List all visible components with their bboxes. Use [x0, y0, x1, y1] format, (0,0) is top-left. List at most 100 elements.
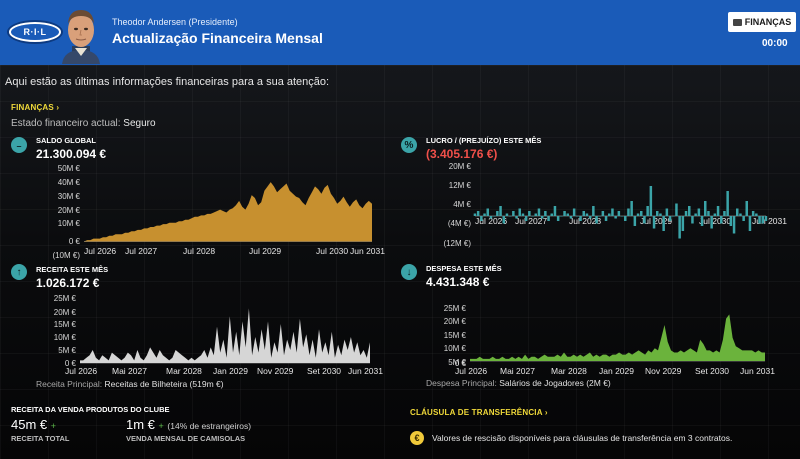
- profit-bar: [512, 211, 515, 216]
- club-logo: R·I·L: [7, 20, 63, 44]
- income-main-value: Receitas de Bilheteira (519m €): [104, 379, 224, 389]
- profit-bar: [483, 213, 486, 216]
- profit-bar: [624, 216, 627, 221]
- profit-bar: [508, 216, 512, 217]
- page-title: Actualização Financeira Mensal: [112, 30, 323, 46]
- arrow-up-icon: ↑: [11, 264, 27, 280]
- piggy-bank-icon: ₋: [11, 137, 27, 153]
- manager-avatar: [58, 4, 104, 64]
- profit-bar: [627, 208, 630, 216]
- profit-bar: [515, 216, 518, 219]
- profit-bar: [521, 213, 525, 216]
- y-tick-label: 20M €: [448, 162, 471, 171]
- profit-bar: [684, 211, 688, 216]
- profit-bar: [646, 206, 649, 216]
- x-tick-label: Jul 2026: [65, 366, 98, 376]
- x-tick-label: Set 2030: [695, 366, 730, 376]
- profit-bar: [688, 206, 691, 216]
- y-tick-label: 10M €: [53, 333, 76, 342]
- profit-bar: [496, 211, 499, 216]
- shirt-sales-value: 1m €: [126, 417, 155, 432]
- profit-bar: [723, 211, 726, 216]
- y-tick-label: (12M €): [443, 239, 471, 248]
- profit-value: (3.405.176 €): [426, 147, 498, 161]
- profit-bar: [739, 213, 742, 216]
- profit-bar: [499, 206, 502, 216]
- profit-bar: [736, 208, 739, 216]
- x-tick-label: Jan 2029: [599, 366, 634, 376]
- x-tick-label: Jun 2031: [350, 246, 385, 256]
- profit-bar: [576, 216, 579, 217]
- profit-bar: [729, 216, 733, 226]
- profit-bar: [672, 216, 675, 217]
- arrow-down-icon: ↓: [401, 264, 417, 280]
- profit-bar: [592, 206, 595, 216]
- manager-name: Theodor Andersen (Presidente): [112, 17, 238, 27]
- profit-bar: [582, 211, 585, 216]
- merch-sales-title: RECEITA DA VENDA PRODUTOS DO CLUBE: [11, 405, 170, 414]
- income-main: Receita Principal: Receitas de Bilheteir…: [36, 379, 224, 389]
- profit-bar: [716, 206, 720, 216]
- x-tick-label: Jun 2031: [348, 366, 383, 376]
- profit-bar: [726, 191, 729, 216]
- profit-bar: [566, 213, 569, 216]
- y-tick-label: 20M €: [57, 206, 80, 215]
- x-tick-label: Jun 2031: [752, 216, 787, 226]
- y-tick-label: 5M €: [448, 358, 466, 367]
- profit-bar: [742, 216, 745, 221]
- y-tick-label: 40M €: [57, 178, 80, 187]
- x-tick-label: Jul 2029: [249, 246, 282, 256]
- profit-bar: [588, 216, 592, 219]
- profit-bar: [694, 213, 697, 216]
- y-tick-label: 25M €: [53, 294, 76, 303]
- x-tick-label: Jul 2028: [569, 216, 602, 226]
- profit-bar: [560, 216, 563, 217]
- y-tick-label: 50M €: [57, 164, 80, 173]
- profit-bar: [492, 216, 496, 217]
- financial-state-label: Estado financeiro actual:: [11, 118, 121, 129]
- profit-label: LUCRO / (PREJUÍZO) ESTE MÊS: [426, 136, 542, 145]
- profit-bar: [617, 211, 621, 216]
- y-tick-label: 0 €: [64, 359, 76, 368]
- profit-bar: [505, 213, 509, 216]
- profit-bar: [572, 208, 576, 216]
- profit-bar: [643, 216, 646, 224]
- finances-link[interactable]: FINANÇAS ›: [11, 103, 60, 112]
- y-tick-label: 25M €: [443, 304, 466, 313]
- profit-bar: [748, 216, 752, 231]
- x-tick-label: Jul 2029: [640, 216, 673, 226]
- finances-button[interactable]: FINANÇAS: [728, 12, 796, 32]
- profit-bar: [569, 216, 573, 219]
- profit-bar: [614, 216, 617, 219]
- euro-coin-icon: €: [410, 431, 424, 445]
- profit-bar: [540, 216, 544, 219]
- expense-main-value: Salários de Jogadores (2M €): [499, 378, 611, 388]
- y-tick-label: 15M €: [53, 320, 76, 329]
- profit-bar: [751, 211, 755, 216]
- profit-bar: [761, 216, 764, 224]
- income-value: 1.026.172 €: [36, 276, 100, 290]
- x-tick-label: Set 2030: [307, 366, 342, 376]
- profit-bar: [710, 216, 713, 229]
- income-series-area: [80, 308, 370, 363]
- x-tick-label: Mar 2028: [166, 366, 202, 376]
- balance-series-area: [84, 182, 372, 242]
- profit-bar: [633, 216, 637, 226]
- profit-bar: [640, 211, 643, 216]
- y-tick-label: 0 €: [454, 359, 466, 368]
- x-tick-label: Mai 2027: [112, 366, 147, 376]
- expense-series-area: [470, 314, 765, 361]
- release-clause-text: Valores de rescisão disponíveis para clá…: [432, 433, 733, 443]
- profit-bar: [611, 208, 614, 216]
- profit-bar: [502, 216, 505, 224]
- profit-bar: [547, 216, 550, 221]
- release-clause-link[interactable]: CLÁUSULA DE TRANSFERÊNCIA ›: [410, 408, 548, 417]
- profit-bar: [755, 213, 758, 216]
- y-tick-label: 20M €: [53, 308, 76, 317]
- profit-bar: [668, 216, 672, 221]
- y-tick-label: 20M €: [443, 317, 466, 326]
- profit-bar: [713, 213, 717, 216]
- x-tick-label: Nov 2029: [645, 366, 682, 376]
- profit-bar: [758, 216, 761, 224]
- profit-bar: [595, 216, 598, 224]
